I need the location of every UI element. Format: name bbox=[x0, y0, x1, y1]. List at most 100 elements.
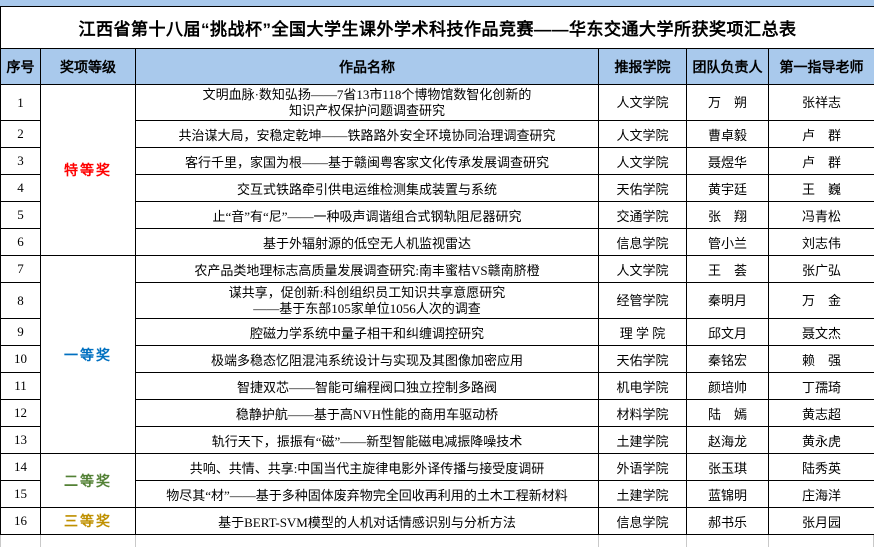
row-number: 14 bbox=[0, 453, 41, 481]
college-cell: 交通学院 bbox=[598, 201, 687, 229]
column-header-college: 推报学院 bbox=[598, 48, 687, 85]
work-title-cell: 稳静护航——基于高NVH性能的商用车驱动桥 bbox=[135, 399, 599, 427]
college-cell: 理 学 院 bbox=[598, 318, 687, 346]
first-advisor-cell: 黄永虎 bbox=[768, 426, 874, 454]
row-number: 15 bbox=[0, 480, 41, 508]
page-title: 江西省第十八届“挑战杯”全国大学生课外学术科技作品竞赛——华东交通大学所获奖项汇… bbox=[0, 6, 874, 49]
team-leader-cell: 聂煜华 bbox=[686, 147, 769, 175]
team-leader-cell: 管小兰 bbox=[686, 228, 769, 256]
college-cell: 信息学院 bbox=[598, 228, 687, 256]
row-number: 11 bbox=[0, 372, 41, 400]
team-leader-cell: 蓝锦明 bbox=[686, 480, 769, 508]
team-leader-cell: 曹卓毅 bbox=[686, 120, 769, 148]
college-cell: 外语学院 bbox=[598, 453, 687, 481]
first-advisor-cell: 刘志伟 bbox=[768, 228, 874, 256]
work-title-cell: 轨行天下，振振有“磁”——新型智能磁电减振降噪技术 bbox=[135, 426, 599, 454]
table-row: 16 三等奖 基于BERT-SVM模型的人机对话情感识别与分析方法 信息学院 郝书乐 张月… bbox=[0, 507, 874, 535]
row-number: 5 bbox=[0, 201, 41, 229]
team-leader-cell: 颜培帅 bbox=[686, 372, 769, 400]
table-row: 14 二等奖 共响、共情、共享:中国当代主旋律电影外译传播与接受度调研 外语学院 张玉琪… bbox=[0, 453, 874, 508]
row-number: 12 bbox=[0, 399, 41, 427]
row-number: 16 bbox=[0, 507, 41, 535]
first-advisor-cell: 万 金 bbox=[768, 282, 874, 319]
row-number: 1 bbox=[0, 84, 41, 121]
award-grade-cell: 特等奖 bbox=[40, 84, 136, 256]
college-cell: 土建学院 bbox=[598, 426, 687, 454]
header-row: 序号 奖项等级 作品名称 推报学院 团队负责人 第一指导老师 bbox=[0, 48, 874, 85]
row-number: 4 bbox=[0, 174, 41, 202]
first-advisor-cell: 卢 群 bbox=[768, 147, 874, 175]
team-leader-cell: 陆 嫣 bbox=[686, 399, 769, 427]
college-cell: 天佑学院 bbox=[598, 174, 687, 202]
table-row: 11 智捷双芯——智能可编程阀口独立控制多路阀 机电学院 颜培帅 丁孺琦 bbox=[0, 372, 874, 400]
first-advisor-cell: 丁孺琦 bbox=[768, 372, 874, 400]
row-number: 6 bbox=[0, 228, 41, 256]
college-cell: 材料学院 bbox=[598, 399, 687, 427]
row-number: 10 bbox=[0, 345, 41, 373]
row-number: 7 bbox=[0, 255, 41, 283]
gridline-continuation bbox=[0, 535, 874, 549]
table-row: 3 客行千里，家国为根——基于赣闽粤客家文化传承发展调查研究 人文学院 聂煜华卢 群 bbox=[0, 147, 874, 175]
first-advisor-cell: 陆秀英 bbox=[768, 453, 874, 481]
work-title-cell: 腔磁力学系统中量子相干和纠缠调控研究 bbox=[135, 318, 599, 346]
team-leader-cell: 赵海龙 bbox=[686, 426, 769, 454]
team-leader-cell: 秦铭宏 bbox=[686, 345, 769, 373]
gridline bbox=[40, 535, 41, 547]
college-cell: 土建学院 bbox=[598, 480, 687, 508]
team-leader-cell: 邱文月 bbox=[686, 318, 769, 346]
college-cell: 经管学院 bbox=[598, 282, 687, 319]
team-leader-cell: 张 翔 bbox=[686, 201, 769, 229]
awards-table: 江西省第十八届“挑战杯”全国大学生课外学术科技作品竞赛——华东交通大学所获奖项汇… bbox=[0, 6, 874, 535]
college-cell: 人文学院 bbox=[598, 255, 687, 283]
first-advisor-cell: 张月园 bbox=[768, 507, 874, 535]
work-title-cell: 共治谋大局，安稳定乾坤——铁路路外安全环境协同治理调查研究 bbox=[135, 120, 599, 148]
row-number: 3 bbox=[0, 147, 41, 175]
first-advisor-cell: 黄志超 bbox=[768, 399, 874, 427]
row-number: 13 bbox=[0, 426, 41, 454]
top-blue-strip bbox=[0, 0, 874, 6]
first-advisor-cell: 张祥志 bbox=[768, 84, 874, 121]
first-advisor-cell: 聂文杰 bbox=[768, 318, 874, 346]
work-title-cell: 基于BERT-SVM模型的人机对话情感识别与分析方法 bbox=[135, 507, 599, 535]
college-cell: 人文学院 bbox=[598, 147, 687, 175]
column-header-teacher: 第一指导老师 bbox=[768, 48, 874, 85]
gridline bbox=[135, 535, 136, 547]
table-row: 10 极端多稳态忆阻混沌系统设计与实现及其图像加密应用 天佑学院 秦铭宏赖 强 bbox=[0, 345, 874, 373]
team-leader-cell: 张玉琪 bbox=[686, 453, 769, 481]
team-leader-cell: 秦明月 bbox=[686, 282, 769, 319]
work-title-cell: 基于外辐射源的低空无人机监视雷达 bbox=[135, 228, 599, 256]
table-row: 2 共治谋大局，安稳定乾坤——铁路路外安全环境协同治理调查研究 人文学院 曹卓毅卢 群 bbox=[0, 120, 874, 148]
work-title-cell: 智捷双芯——智能可编程阀口独立控制多路阀 bbox=[135, 372, 599, 400]
row-number: 9 bbox=[0, 318, 41, 346]
work-title-cell: 谋共享，促创新:科创组织员工知识共享意愿研究 ——基于东部105家单位1056人次… bbox=[135, 282, 599, 319]
column-header-award: 奖项等级 bbox=[40, 48, 136, 85]
work-title-cell: 极端多稳态忆阻混沌系统设计与实现及其图像加密应用 bbox=[135, 345, 599, 373]
first-advisor-cell: 王 巍 bbox=[768, 174, 874, 202]
first-advisor-cell: 张广弘 bbox=[768, 255, 874, 283]
gridline bbox=[686, 535, 687, 547]
table-row: 6 基于外辐射源的低空无人机监视雷达 信息学院 管小兰 刘志伟 bbox=[0, 228, 874, 256]
first-advisor-cell: 庄海洋 bbox=[768, 480, 874, 508]
gridline bbox=[768, 535, 769, 547]
team-leader-cell: 郝书乐 bbox=[686, 507, 769, 535]
work-title-cell: 农产品类地理标志高质量发展调查研究:南丰蜜桔VS赣南脐橙 bbox=[135, 255, 599, 283]
column-header-index: 序号 bbox=[0, 48, 41, 85]
table-row: 1 特等奖 文明血脉·数知弘扬——7省13市118个博物馆数智化创新的 知识产权保护问… bbox=[0, 84, 874, 256]
table-row: 8 谋共享，促创新:科创组织员工知识共享意愿研究 ——基于东部105家单位1056人… bbox=[0, 282, 874, 319]
award-grade-cell: 一等奖 bbox=[40, 255, 136, 454]
award-grade-cell: 三等奖 bbox=[40, 507, 136, 535]
row-number: 2 bbox=[0, 120, 41, 148]
work-title-cell: 止“音”有“尼”——一种吸声调谐组合式钢轨阻尼器研究 bbox=[135, 201, 599, 229]
team-leader-cell: 王 荟 bbox=[686, 255, 769, 283]
work-title-cell: 共响、共情、共享:中国当代主旋律电影外译传播与接受度调研 bbox=[135, 453, 599, 481]
work-title-cell: 文明血脉·数知弘扬——7省13市118个博物馆数智化创新的 知识产权保护问题调查研… bbox=[135, 84, 599, 121]
table-row: 12 稳静护航——基于高NVH性能的商用车驱动桥 材料学院陆 嫣黄志超 bbox=[0, 399, 874, 427]
award-grade-cell: 二等奖 bbox=[40, 453, 136, 508]
work-title-cell: 客行千里，家国为根——基于赣闽粤客家文化传承发展调查研究 bbox=[135, 147, 599, 175]
college-cell: 人文学院 bbox=[598, 120, 687, 148]
team-leader-cell: 万 朔 bbox=[686, 84, 769, 121]
college-cell: 人文学院 bbox=[598, 84, 687, 121]
gridline bbox=[598, 535, 599, 547]
column-header-work: 作品名称 bbox=[135, 48, 599, 85]
